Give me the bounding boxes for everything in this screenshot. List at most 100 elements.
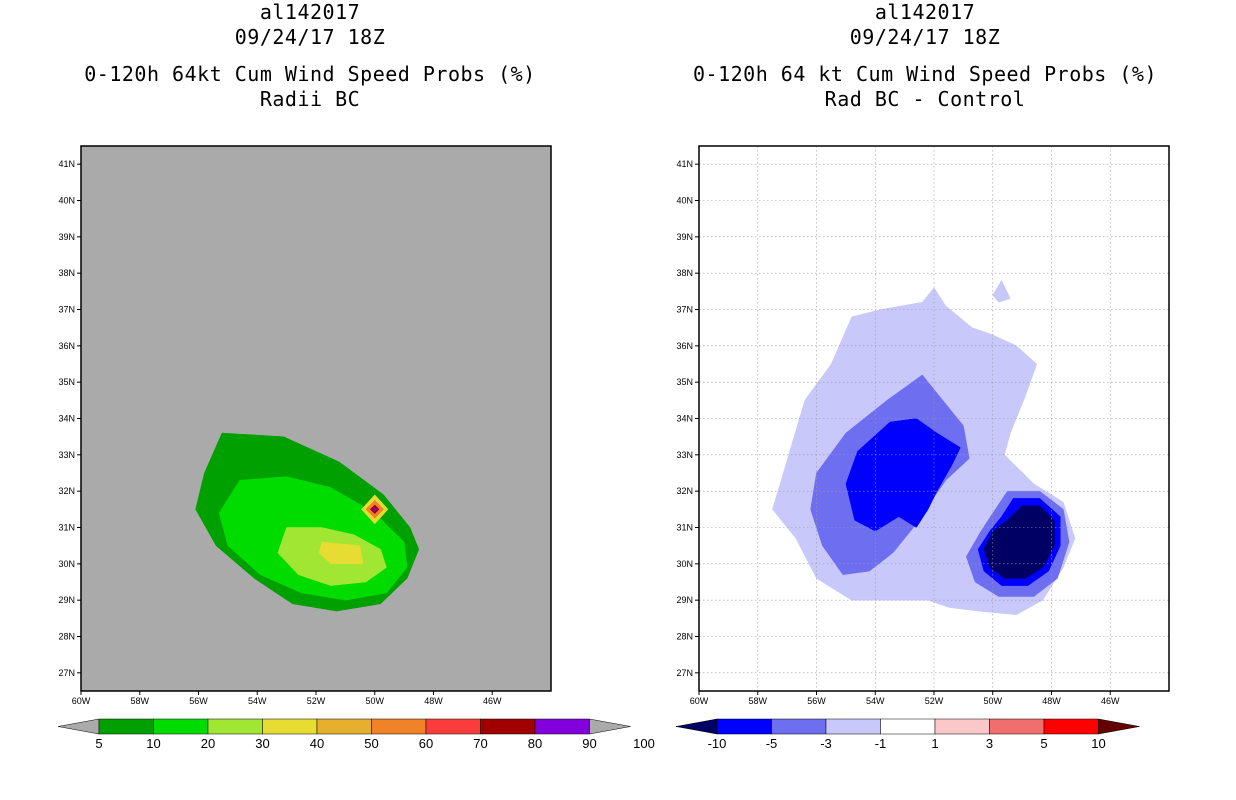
- colorbar-swatch: [480, 718, 536, 735]
- chart-subtitle-left: Radii BC: [259, 87, 361, 111]
- y-tick-label: 40N: [676, 196, 693, 206]
- colorbar-swatch: [1043, 718, 1099, 735]
- x-tick-label: 46W: [1101, 696, 1120, 706]
- colorbar-swatch: [316, 718, 372, 735]
- y-tick-label: 28N: [676, 632, 693, 642]
- storm-id-right: al142017: [874, 0, 976, 24]
- x-tick-label: 50W: [365, 696, 384, 706]
- chart-left: 60W 58W 56W 54W 52W 50W 48W 46W 27N 28N 29N 30N 31N 3…: [57, 145, 655, 751]
- x-tick-label: 52W: [307, 696, 326, 706]
- y-tick-label: 33N: [58, 450, 75, 460]
- colorbar-label: 100: [633, 736, 655, 751]
- colorbar-label: 60: [419, 736, 433, 751]
- date-left: 09/24/17 18Z: [234, 25, 386, 49]
- colorbar-high-arrow: [1098, 718, 1140, 735]
- colorbar-label: 90: [582, 736, 596, 751]
- y-tick-label: 32N: [676, 486, 693, 496]
- colorbar-high-arrow: [589, 718, 631, 735]
- region--3 to -1-right: [992, 280, 1011, 303]
- y-tick-label: 36N: [676, 341, 693, 351]
- colorbar-label: 3: [986, 736, 993, 751]
- colorbar-label: 5: [1040, 736, 1047, 751]
- colorbar-label: -5: [766, 736, 778, 751]
- x-tick-label: 60W: [690, 696, 709, 706]
- y-tick-label: 30N: [676, 559, 693, 569]
- y-tick-label: 30N: [58, 559, 75, 569]
- colorbar-label: 80: [528, 736, 542, 751]
- y-tick-label: 40N: [58, 196, 75, 206]
- y-tick-label: 27N: [676, 668, 693, 678]
- colorbar-label: 10: [146, 736, 160, 751]
- x-tick-label: 50W: [983, 696, 1002, 706]
- x-tick-label: 60W: [72, 696, 91, 706]
- y-tick-label: 28N: [58, 632, 75, 642]
- y-tick-label: 41N: [58, 159, 75, 169]
- x-tick-label: 54W: [248, 696, 267, 706]
- colorbar-right: -10 -5 -3 -1 1 3 5 10: [675, 718, 1140, 751]
- y-tick-label: 29N: [676, 595, 693, 605]
- y-tick-label: 35N: [676, 377, 693, 387]
- regions-right: [772, 280, 1076, 615]
- colorbar-swatch: [207, 718, 263, 735]
- colorbar-label: -10: [708, 736, 727, 751]
- grid-right: [699, 146, 1169, 691]
- colorbar-label: 5: [95, 736, 102, 751]
- region-90-100-left: [372, 507, 378, 512]
- colorbar-label: 20: [201, 736, 215, 751]
- y-tick-label: 39N: [58, 232, 75, 242]
- colorbar-label: 50: [364, 736, 378, 751]
- x-tick-label: 48W: [1042, 696, 1061, 706]
- chart-subtitle-right: Rad BC - Control: [824, 87, 1026, 111]
- colorbar-swatch: [371, 718, 427, 735]
- x-tick-label: 56W: [189, 696, 208, 706]
- x-tick-label: 46W: [483, 696, 502, 706]
- y-tick-label: 36N: [58, 341, 75, 351]
- colorbar-swatch: [825, 718, 881, 735]
- colorbar-swatch: [425, 718, 481, 735]
- colorbar-label: 10: [1091, 736, 1105, 751]
- y-tick-label: 34N: [58, 414, 75, 424]
- y-tick-label: 29N: [58, 595, 75, 605]
- colorbar-label: -3: [820, 736, 832, 751]
- colorbar-swatch: [934, 718, 990, 735]
- y-tick-label: 38N: [676, 268, 693, 278]
- colorbar-swatch: [534, 718, 590, 735]
- y-tick-label: 41N: [676, 159, 693, 169]
- colorbar-swatch: [98, 718, 154, 735]
- y-tick-label: 34N: [676, 414, 693, 424]
- region-< -10-right: [983, 505, 1055, 579]
- colorbar-label: 40: [310, 736, 324, 751]
- y-tick-label: 32N: [58, 486, 75, 496]
- y-tick-label: 37N: [676, 305, 693, 315]
- colorbar-swatch: [771, 718, 827, 735]
- regions-left: [195, 432, 420, 612]
- x-tick-label: 56W: [807, 696, 826, 706]
- colorbar-swatch: [153, 718, 209, 735]
- colorbar-left: 5 10 20 30 40 50 60 70 80 90 100: [57, 718, 655, 751]
- y-tick-label: 27N: [58, 668, 75, 678]
- colorbar-swatch: [262, 718, 318, 735]
- y-tick-label: 37N: [58, 305, 75, 315]
- colorbar-label: 1: [931, 736, 938, 751]
- storm-id-left: al142017: [259, 0, 361, 24]
- y-tick-label: 33N: [676, 450, 693, 460]
- x-tick-label: 58W: [748, 696, 767, 706]
- colorbar-label: 70: [473, 736, 487, 751]
- colorbar-label: 30: [255, 736, 269, 751]
- x-tick-label: 52W: [925, 696, 944, 706]
- plot-background-left: [81, 146, 551, 691]
- x-tick-label: 48W: [424, 696, 443, 706]
- colorbar-low-arrow: [57, 718, 100, 735]
- colorbar-swatch: [989, 718, 1045, 735]
- y-tick-label: 39N: [676, 232, 693, 242]
- chart-right: 60W 58W 56W 54W 52W 50W 48W 46W 27N 28N 29N 30N 31N 3…: [675, 145, 1170, 751]
- colorbar-swatch: [880, 718, 936, 735]
- y-tick-label: 38N: [58, 268, 75, 278]
- y-tick-label: 31N: [58, 523, 75, 533]
- region-30-40-left: [318, 541, 364, 565]
- region--10 to -5-right: [845, 418, 961, 532]
- colorbar-label: -1: [875, 736, 887, 751]
- colorbar-swatch: [716, 718, 772, 735]
- x-tick-label: 54W: [866, 696, 885, 706]
